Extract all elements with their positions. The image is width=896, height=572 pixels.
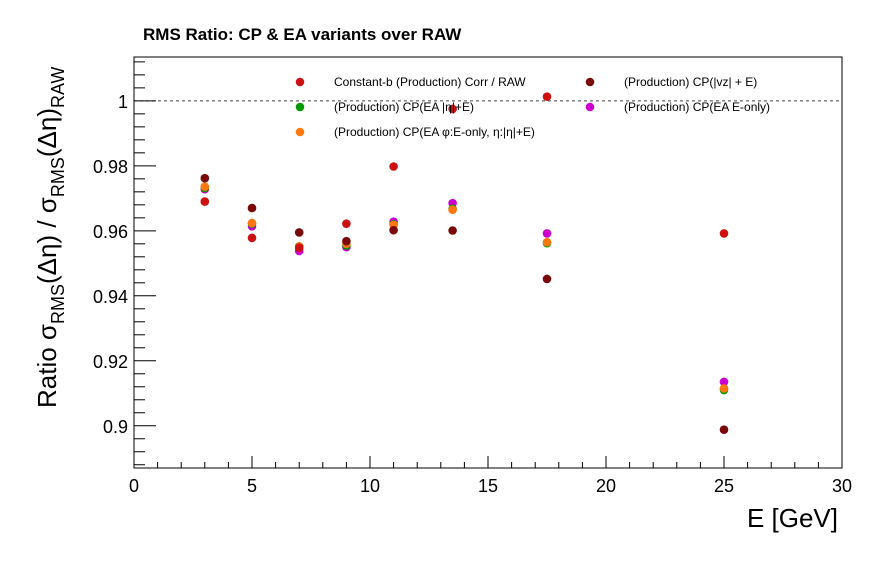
legend-marker: [585, 77, 595, 87]
data-point: [200, 197, 210, 206]
legend-marker: [585, 102, 595, 112]
y-axis-title: Ratio σRMS(Δη) / σRMS(Δη)RAW: [32, 67, 68, 408]
data-point: [448, 104, 457, 114]
y-tick-label: 0.94: [93, 287, 128, 307]
legend-label: (Production) CP(EA φ:E-only, η:|η|+E): [334, 125, 535, 139]
data-point: [200, 173, 210, 183]
x-tick-label: 25: [714, 476, 734, 496]
x-tick-label: 5: [247, 476, 257, 496]
y-tick-label: 1: [118, 92, 128, 112]
data-point: [542, 92, 552, 101]
data-point: [448, 205, 457, 215]
x-tick-label: 0: [129, 476, 139, 496]
data-point: [294, 243, 304, 253]
y-axis: 0.9 0.92 0.94 0.96 0.98 1: [93, 61, 156, 466]
data-point: [200, 182, 210, 191]
data-point: [294, 228, 304, 237]
plot-border: [133, 56, 843, 469]
legend-marker: [295, 102, 305, 112]
data-point: [247, 218, 257, 228]
legend: Constant-b (Production) Corr / RAW (Produ…: [295, 75, 770, 139]
x-axis-title: E [GeV]: [747, 503, 838, 533]
x-tick-label: 15: [478, 476, 498, 496]
data-point: [342, 236, 351, 246]
chart-title: RMS Ratio: CP & EA variants over RAW: [143, 25, 462, 44]
legend-label: (Production) CP(EA E-only): [624, 100, 770, 114]
plot-frame: [133, 56, 843, 469]
x-tick-label: 10: [360, 476, 380, 496]
legend-marker: [295, 77, 305, 87]
data-point: [389, 225, 398, 235]
data-point: [247, 203, 257, 213]
data-point: [389, 162, 398, 171]
data-point: [542, 229, 552, 238]
data-point: [542, 274, 552, 284]
data-point: [247, 233, 257, 243]
y-tick-label: 0.98: [93, 157, 128, 177]
x-tick-label: 30: [832, 476, 852, 496]
y-tick-label: 0.9: [103, 417, 128, 437]
data-point: [719, 384, 729, 393]
legend-label: (Production) CP(EA |η|+E): [334, 100, 474, 114]
data-point: [719, 425, 729, 434]
x-axis: 0 5 10 15 20 25 30: [129, 456, 852, 496]
legend-marker: [295, 127, 305, 137]
data-points: [200, 92, 729, 434]
data-point: [342, 219, 351, 228]
data-point: [448, 226, 457, 235]
y-tick-label: 0.92: [93, 352, 128, 372]
y-tick-label: 0.96: [93, 222, 128, 242]
legend-label: (Production) CP(|vz| + E): [624, 75, 757, 89]
legend-label: Constant-b (Production) Corr / RAW: [334, 75, 526, 89]
data-point: [542, 237, 552, 247]
data-point: [719, 229, 729, 238]
x-tick-label: 20: [596, 476, 616, 496]
data-point: [719, 377, 729, 387]
